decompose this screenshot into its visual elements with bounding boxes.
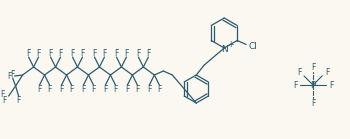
- Text: F: F: [311, 63, 315, 71]
- Text: F: F: [7, 71, 12, 80]
- Text: F: F: [136, 49, 141, 58]
- Text: F: F: [26, 49, 31, 58]
- Text: F: F: [325, 68, 329, 77]
- Text: F: F: [102, 49, 107, 58]
- Text: +: +: [227, 39, 233, 49]
- Text: N: N: [221, 44, 228, 54]
- Text: F: F: [58, 49, 63, 58]
- Text: F: F: [297, 68, 301, 77]
- Text: F: F: [37, 85, 42, 94]
- Text: F: F: [124, 49, 128, 58]
- Text: F: F: [60, 85, 64, 94]
- Text: F: F: [329, 80, 333, 90]
- Text: F: F: [92, 49, 97, 58]
- Text: F: F: [0, 90, 5, 99]
- Text: F: F: [10, 70, 15, 79]
- Text: F: F: [113, 85, 118, 94]
- Text: F: F: [69, 85, 74, 94]
- Text: P: P: [310, 80, 316, 90]
- Text: F: F: [157, 85, 162, 94]
- Text: F: F: [80, 49, 85, 58]
- Text: F: F: [146, 49, 150, 58]
- Text: F: F: [114, 49, 119, 58]
- Text: F: F: [125, 85, 130, 94]
- Text: F: F: [103, 85, 108, 94]
- Text: F: F: [70, 49, 75, 58]
- Text: F: F: [147, 85, 152, 94]
- Text: F: F: [36, 49, 41, 58]
- Text: F: F: [311, 99, 315, 107]
- Text: F: F: [91, 85, 96, 94]
- Text: F: F: [47, 85, 52, 94]
- Text: F: F: [135, 85, 140, 94]
- Text: F: F: [48, 49, 53, 58]
- Text: F: F: [293, 80, 297, 90]
- Text: F: F: [81, 85, 86, 94]
- Text: F: F: [2, 95, 7, 105]
- Text: F: F: [16, 95, 21, 105]
- Text: Cl: Cl: [249, 42, 258, 51]
